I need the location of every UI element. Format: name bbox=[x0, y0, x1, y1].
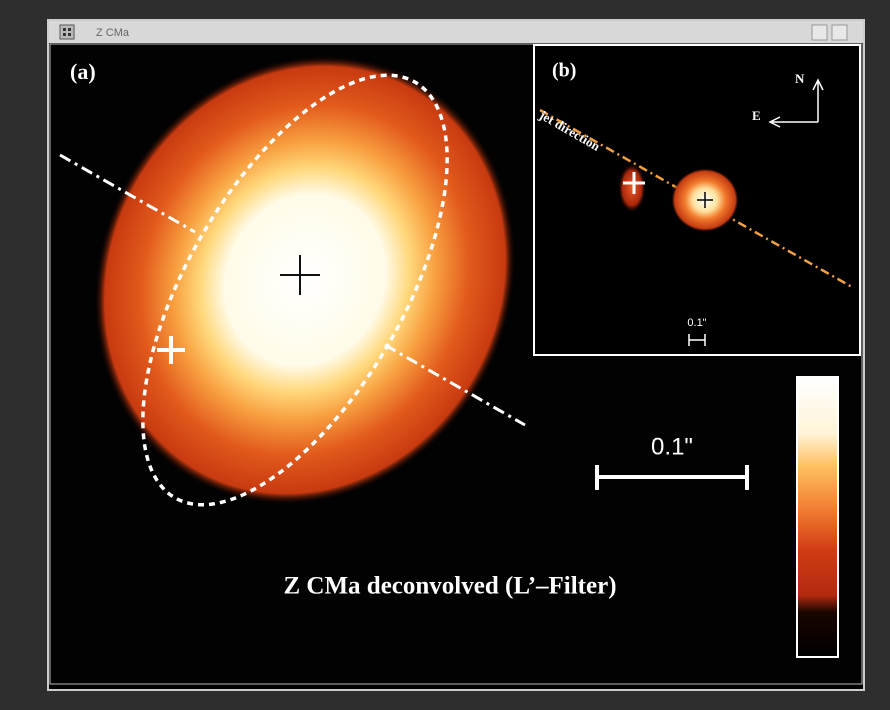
scale-label: 0.1" bbox=[687, 317, 706, 329]
window-menu-button[interactable] bbox=[60, 25, 74, 39]
caption: Z CMa deconvolved (L’–Filter) bbox=[283, 573, 616, 600]
maximize-button[interactable] bbox=[832, 25, 847, 40]
minimize-button[interactable] bbox=[812, 25, 827, 40]
page: Z CMa (a) 0.1" Z CMa deconvolved (L’–Fil… bbox=[0, 0, 890, 710]
compass-east: E bbox=[752, 108, 761, 123]
panel-label: (b) bbox=[552, 60, 576, 82]
screenshot: Z CMa (a) 0.1" Z CMa deconvolved (L’–Fil… bbox=[0, 0, 890, 710]
panel-label: (a) bbox=[70, 59, 96, 84]
icon bbox=[68, 33, 71, 36]
icon bbox=[68, 28, 71, 31]
title-bar bbox=[49, 21, 863, 43]
scale-label: 0.1" bbox=[651, 433, 693, 460]
compass-north: N bbox=[795, 71, 805, 86]
window-title: Z CMa bbox=[96, 27, 130, 39]
icon bbox=[63, 28, 66, 31]
colorbar bbox=[797, 377, 838, 657]
secondary-source bbox=[618, 163, 646, 213]
icon bbox=[63, 33, 66, 36]
